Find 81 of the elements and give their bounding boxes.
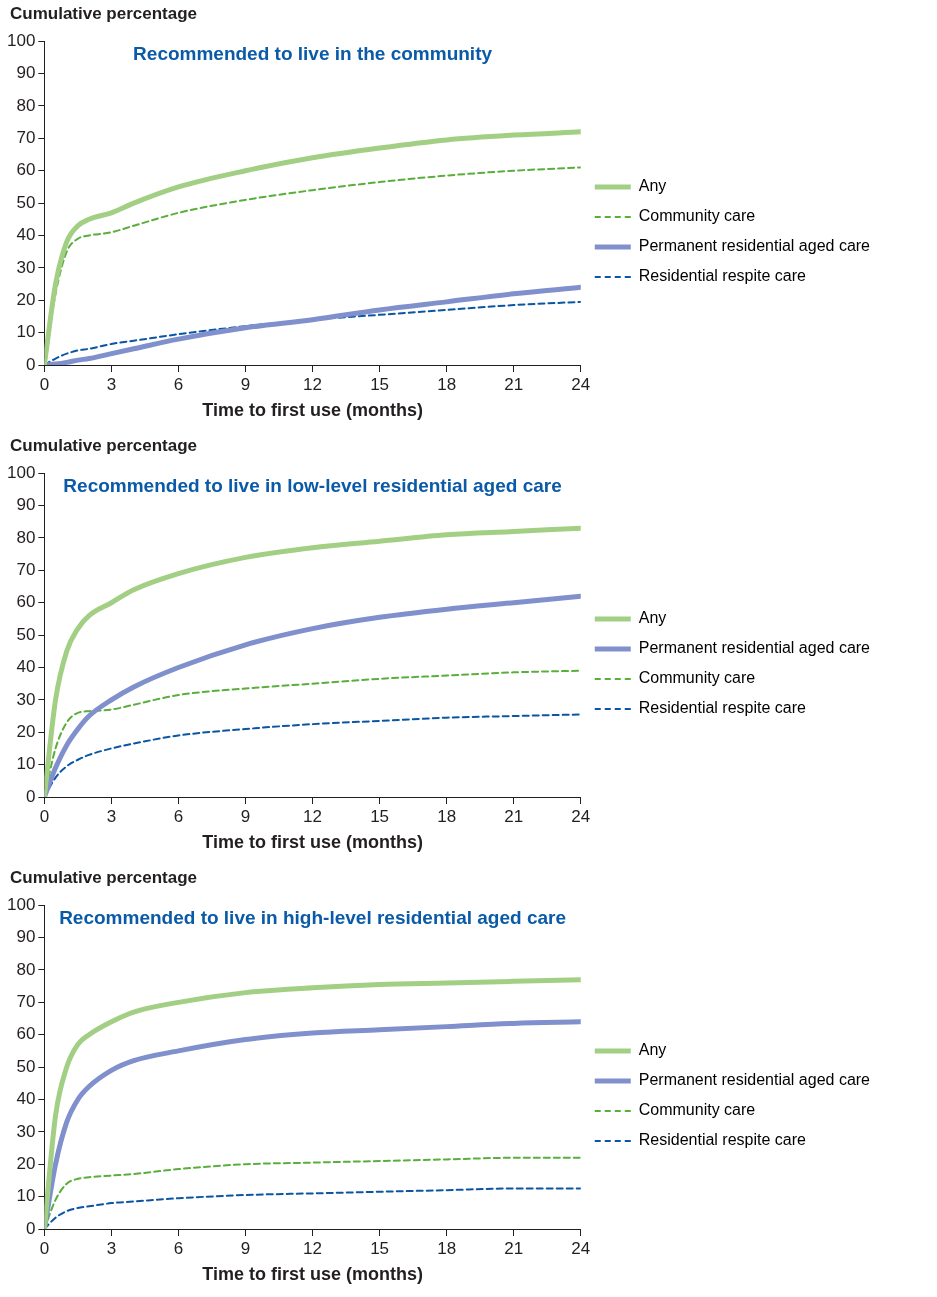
y-tick-label: 30 (16, 257, 36, 277)
y-tick-label: 90 (16, 927, 36, 947)
y-tick-label: 60 (16, 592, 36, 612)
y-tick-label: 80 (16, 95, 36, 115)
x-tick-label: 18 (437, 1238, 457, 1258)
y-tick-label: 30 (16, 1121, 36, 1141)
x-tick-label: 3 (106, 1238, 117, 1258)
y-tick-label: 70 (16, 560, 36, 580)
x-tick-label: 9 (240, 806, 251, 826)
y-tick-label: 100 (6, 462, 36, 482)
x-tick-label: 3 (106, 806, 117, 826)
x-tick-label: 0 (39, 1238, 50, 1258)
legend-label: Permanent residential aged care (638, 639, 871, 657)
x-tick-label: 0 (39, 374, 50, 394)
y-tick-label: 90 (16, 495, 36, 515)
x-tick-label: 15 (370, 1238, 390, 1258)
y-tick-label: 100 (6, 894, 36, 914)
x-axis-title: Time to first use (months) (202, 1264, 423, 1285)
x-tick-label: 24 (571, 1238, 591, 1258)
y-tick-label: 60 (16, 1024, 36, 1044)
x-tick-label: 9 (240, 1238, 251, 1258)
y-tick-label: 70 (16, 992, 36, 1012)
y-tick-label: 20 (16, 289, 36, 309)
x-tick-label: 24 (571, 374, 591, 394)
legend-label: Community care (638, 669, 756, 687)
x-tick-label: 18 (437, 806, 457, 826)
y-tick-label: 0 (25, 786, 36, 806)
legend-label: Community care (638, 207, 756, 225)
chart-title: Recommended to live in high-level residential aged care (59, 906, 566, 928)
x-tick-label: 6 (173, 374, 184, 394)
y-tick-label: 30 (16, 689, 36, 709)
y-tick-label: 80 (16, 527, 36, 547)
x-tick-label: 18 (437, 374, 457, 394)
y-tick-label: 20 (16, 1153, 36, 1173)
legend-label: Any (638, 177, 667, 195)
x-tick-label: 21 (504, 806, 524, 826)
x-tick-label: 12 (303, 374, 323, 394)
legend-label: Community care (638, 1101, 756, 1119)
y-tick-label: 40 (16, 657, 36, 677)
legend-label: Any (638, 1041, 667, 1059)
x-tick-label: 15 (370, 806, 390, 826)
y-axis-title: Cumulative percentage (10, 868, 198, 888)
y-tick-label: 10 (16, 1186, 36, 1206)
y-tick-label: 20 (16, 721, 36, 741)
legend-label: Residential respite care (638, 267, 807, 285)
x-tick-label: 3 (106, 374, 117, 394)
legend-label: Any (638, 609, 667, 627)
y-tick-label: 70 (16, 128, 36, 148)
y-tick-label: 10 (16, 322, 36, 342)
legend-label: Permanent residential aged care (638, 237, 871, 255)
y-tick-label: 40 (16, 225, 36, 245)
x-tick-label: 21 (504, 1238, 524, 1258)
x-tick-label: 24 (571, 806, 591, 826)
chart-title: Recommended to live in the community (133, 42, 493, 64)
x-tick-label: 6 (173, 806, 184, 826)
y-tick-label: 50 (16, 1056, 36, 1076)
y-axis-title: Cumulative percentage (10, 4, 198, 24)
y-tick-label: 0 (25, 1218, 36, 1238)
y-tick-label: 80 (16, 959, 36, 979)
x-tick-label: 6 (173, 1238, 184, 1258)
legend-label: Residential respite care (638, 699, 807, 717)
y-tick-label: 90 (16, 63, 36, 83)
x-tick-label: 21 (504, 374, 524, 394)
y-tick-label: 50 (16, 192, 36, 212)
y-tick-label: 10 (16, 754, 36, 774)
legend-label: Permanent residential aged care (638, 1071, 871, 1089)
x-axis-title: Time to first use (months) (202, 400, 423, 421)
chart-title: Recommended to live in low-level residential aged care (63, 474, 562, 496)
y-tick-label: 40 (16, 1089, 36, 1109)
x-tick-label: 9 (240, 374, 251, 394)
x-axis-title: Time to first use (months) (202, 832, 423, 853)
y-tick-label: 50 (16, 624, 36, 644)
y-tick-label: 0 (25, 354, 36, 374)
y-axis-title: Cumulative percentage (10, 436, 198, 456)
x-tick-label: 12 (303, 806, 323, 826)
x-tick-label: 0 (39, 806, 50, 826)
x-tick-label: 12 (303, 1238, 323, 1258)
y-tick-label: 100 (6, 30, 36, 50)
legend-label: Residential respite care (638, 1131, 807, 1149)
y-tick-label: 60 (16, 160, 36, 180)
x-tick-label: 15 (370, 374, 390, 394)
